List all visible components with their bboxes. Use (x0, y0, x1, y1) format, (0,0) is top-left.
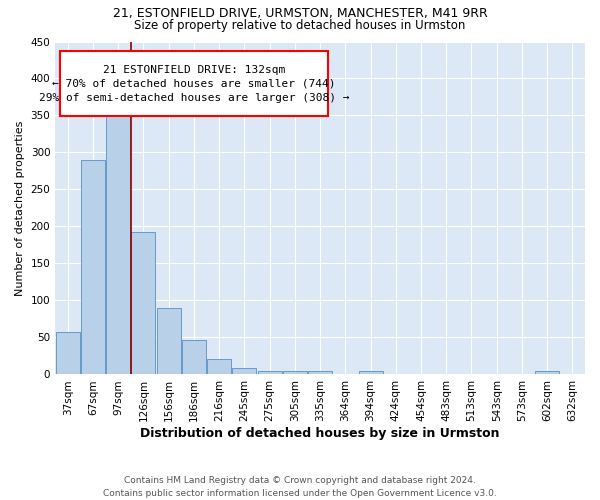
Bar (131, 232, 155, 374)
Bar (157, 308, 181, 374)
Bar (81, 160, 105, 374)
X-axis label: Distribution of detached houses by size in Urmston: Distribution of detached houses by size … (140, 427, 500, 440)
Bar (535, 372, 559, 374)
Text: Contains HM Land Registry data © Crown copyright and database right 2024.
Contai: Contains HM Land Registry data © Crown c… (103, 476, 497, 498)
Bar (232, 368, 256, 374)
Text: Size of property relative to detached houses in Urmston: Size of property relative to detached ho… (134, 19, 466, 32)
Bar (182, 340, 206, 374)
Bar (308, 371, 332, 374)
Y-axis label: Number of detached properties: Number of detached properties (15, 120, 25, 296)
Bar (359, 371, 383, 374)
Bar (283, 371, 307, 374)
Bar (207, 359, 231, 374)
FancyBboxPatch shape (61, 52, 328, 116)
Bar (257, 372, 281, 374)
Text: 21 ESTONFIELD DRIVE: 132sqm
← 70% of detached houses are smaller (744)
29% of se: 21 ESTONFIELD DRIVE: 132sqm ← 70% of det… (39, 65, 349, 103)
Text: 21, ESTONFIELD DRIVE, URMSTON, MANCHESTER, M41 9RR: 21, ESTONFIELD DRIVE, URMSTON, MANCHESTE… (113, 8, 487, 20)
Bar (106, 112, 130, 374)
Bar (56, 332, 80, 374)
